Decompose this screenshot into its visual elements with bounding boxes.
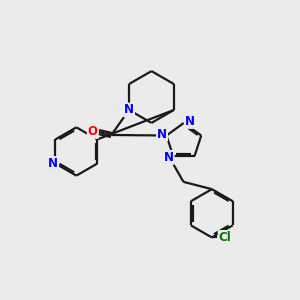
Text: N: N bbox=[48, 157, 58, 170]
Text: N: N bbox=[185, 115, 195, 128]
Text: N: N bbox=[157, 128, 167, 141]
Text: N: N bbox=[124, 103, 134, 116]
Text: O: O bbox=[88, 125, 98, 138]
Text: Cl: Cl bbox=[219, 231, 232, 244]
Text: N: N bbox=[164, 151, 174, 164]
